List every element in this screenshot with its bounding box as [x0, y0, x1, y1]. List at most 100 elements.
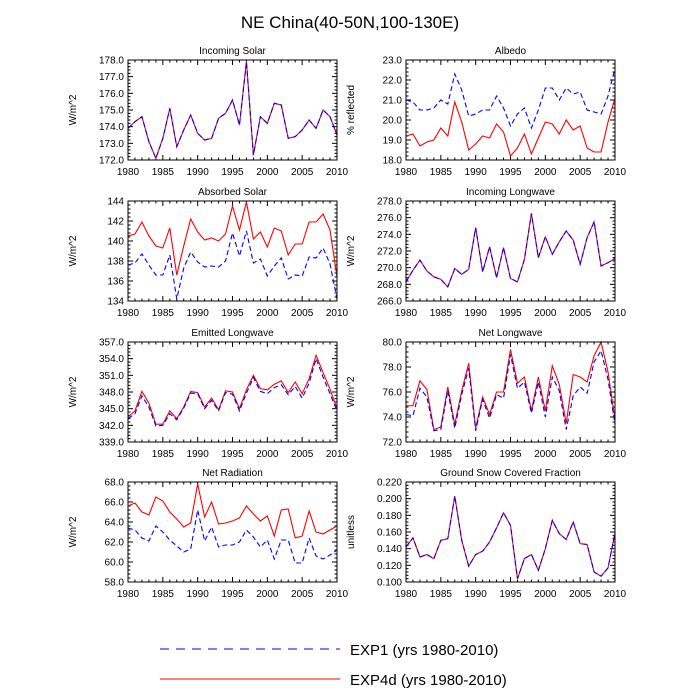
x-tick-label: 2000: [256, 449, 279, 460]
x-tick-label: 2005: [569, 167, 592, 178]
y-tick-label: 0.140: [377, 544, 402, 555]
plot-frame: [127, 59, 338, 161]
y-tick-label: 178.0: [99, 56, 124, 67]
series-line-exp4d: [127, 353, 338, 425]
y-tick-label: 66.0: [105, 498, 125, 509]
x-tick-label: 2010: [604, 449, 627, 460]
plot-frame: [127, 200, 338, 302]
y-axis-label: W/m^2: [68, 235, 79, 266]
series-line-exp1: [127, 61, 338, 160]
x-tick-label: 1985: [152, 589, 175, 600]
series-line-exp1: [405, 496, 616, 579]
y-tick-label: 68.0: [105, 478, 125, 489]
x-tick-label: 2005: [569, 449, 592, 460]
x-tick-label: 1995: [221, 589, 244, 600]
y-tick-label: 342.0: [99, 421, 124, 432]
series-line-exp4d: [127, 201, 338, 278]
x-tick-label: 1980: [395, 449, 418, 460]
series-line-exp4d: [405, 97, 616, 158]
y-tick-label: 78.0: [383, 363, 403, 374]
x-tick-label: 2010: [326, 308, 349, 319]
x-tick-label: 1990: [187, 449, 210, 460]
panel: Incoming Solar W/m^2 172.0 173.0 174.0 175.0 1…: [68, 46, 349, 178]
panel-title: Emitted Longwave: [191, 328, 274, 339]
x-tick-label: 1985: [152, 308, 175, 319]
y-axis-label: W/m^2: [346, 235, 357, 266]
x-tick-label: 2005: [569, 589, 592, 600]
y-tick-label: 22.0: [383, 76, 403, 87]
y-tick-label: 20.0: [383, 116, 403, 127]
panel: Net Longwave W/m^2 72.0 74.0 76.0 78.0 80.0 198…: [346, 328, 627, 460]
x-tick-label: 1995: [499, 308, 522, 319]
x-tick-label: 1995: [499, 449, 522, 460]
x-tick-label: 1980: [395, 589, 418, 600]
y-tick-label: 351.0: [99, 371, 124, 382]
x-tick-label: 2000: [534, 449, 557, 460]
y-tick-label: 278.0: [377, 197, 402, 208]
plot-frame: [405, 341, 616, 443]
y-tick-label: 18.0: [383, 156, 403, 167]
y-tick-label: 348.0: [99, 388, 124, 399]
series-line-exp1: [127, 509, 338, 564]
y-tick-label: 80.0: [383, 338, 403, 349]
x-tick-label: 2010: [604, 167, 627, 178]
series-line-exp4d: [127, 61, 338, 160]
x-tick-label: 2010: [604, 308, 627, 319]
y-tick-label: 136: [107, 277, 124, 288]
panel-title: Incoming Solar: [199, 46, 266, 57]
x-tick-label: 1990: [187, 589, 210, 600]
y-tick-label: 74.0: [383, 413, 403, 424]
y-axis-label: unitless: [346, 515, 357, 549]
y-tick-label: 19.0: [383, 136, 403, 147]
plot-frame: [405, 59, 616, 161]
panel-title: Net Longwave: [479, 328, 543, 339]
series-line-exp4d: [405, 496, 616, 579]
panel-title: Albedo: [495, 46, 527, 57]
y-tick-label: 0.180: [377, 511, 402, 522]
x-tick-label: 2005: [291, 308, 314, 319]
y-tick-label: 357.0: [99, 338, 124, 349]
y-tick-label: 176.0: [99, 89, 124, 100]
y-tick-label: 0.100: [377, 578, 402, 589]
y-tick-label: 173.0: [99, 139, 124, 150]
x-tick-label: 1990: [465, 449, 488, 460]
x-tick-label: 1980: [117, 308, 140, 319]
y-tick-label: 140: [107, 237, 124, 248]
panel: Ground Snow Covered Fraction unitless 0.10…: [346, 468, 627, 600]
y-axis-label: W/m^2: [68, 94, 79, 125]
x-tick-label: 1980: [117, 589, 140, 600]
x-tick-label: 2005: [291, 449, 314, 460]
x-tick-label: 1990: [187, 167, 210, 178]
x-tick-label: 1985: [430, 167, 453, 178]
y-tick-label: 144: [107, 197, 124, 208]
x-tick-label: 1980: [117, 167, 140, 178]
x-tick-label: 2005: [569, 308, 592, 319]
series-line-exp4d: [127, 483, 338, 539]
legend-label-exp4d: EXP4d (yrs 1980-2010): [350, 672, 507, 689]
y-tick-label: 175.0: [99, 106, 124, 117]
plot-frame: [127, 481, 338, 583]
x-tick-label: 2010: [326, 449, 349, 460]
y-tick-label: 266.0: [377, 297, 402, 308]
x-tick-label: 2000: [534, 308, 557, 319]
plot-frame: [127, 341, 338, 443]
series-line-exp1: [127, 230, 338, 300]
legend-label-exp1: EXP1 (yrs 1980-2010): [350, 642, 498, 659]
series-line-exp1: [405, 213, 616, 288]
x-tick-label: 2000: [256, 308, 279, 319]
x-tick-label: 2010: [326, 589, 349, 600]
panel-title: Ground Snow Covered Fraction: [440, 468, 581, 479]
y-axis-label: W/m^2: [68, 516, 79, 547]
y-tick-label: 345.0: [99, 404, 124, 415]
y-tick-label: 276.0: [377, 213, 402, 224]
x-tick-label: 2010: [604, 589, 627, 600]
x-tick-label: 1985: [430, 589, 453, 600]
series-line-exp1: [127, 356, 338, 427]
x-tick-label: 1980: [395, 167, 418, 178]
series-line-exp1: [405, 67, 616, 130]
panel: Incoming Longwave W/m^2 266.0 268.0 270.0 272…: [346, 187, 627, 319]
y-tick-label: 0.200: [377, 494, 402, 505]
x-tick-label: 2005: [291, 167, 314, 178]
x-tick-label: 1995: [499, 589, 522, 600]
panel: Absorbed Solar W/m^2 134 136 138 140 142 144 198…: [68, 187, 349, 319]
